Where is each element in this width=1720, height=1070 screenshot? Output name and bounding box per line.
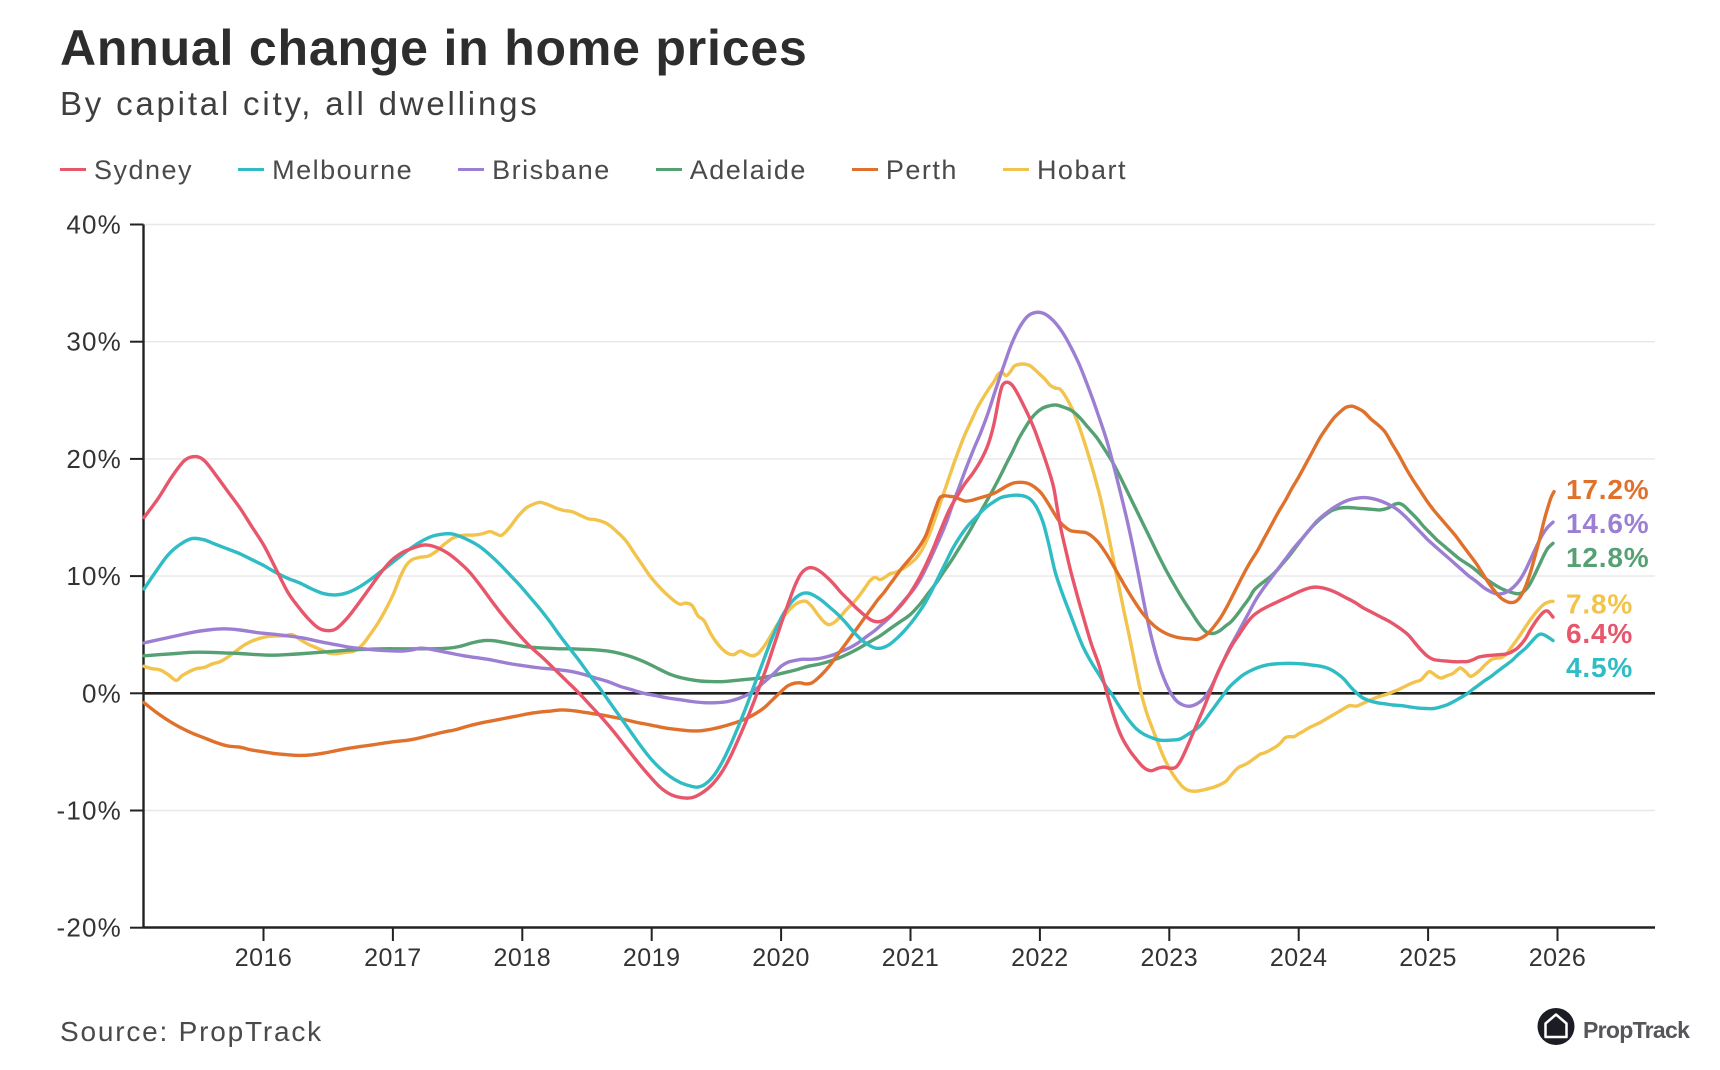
svg-text:2016: 2016 [235,944,293,972]
svg-text:2019: 2019 [623,944,681,972]
svg-text:-10%: -10% [57,796,123,826]
svg-text:17.2%: 17.2% [1566,474,1649,505]
svg-text:2023: 2023 [1140,944,1198,972]
svg-text:2025: 2025 [1399,944,1457,972]
svg-text:14.6%: 14.6% [1566,508,1649,539]
svg-text:20%: 20% [66,444,122,474]
svg-text:12.8%: 12.8% [1566,542,1649,573]
svg-text:0%: 0% [82,678,122,708]
svg-text:2022: 2022 [1011,944,1069,972]
svg-text:2020: 2020 [752,944,810,972]
svg-text:40%: 40% [66,210,122,240]
svg-text:2021: 2021 [882,944,940,972]
svg-text:10%: 10% [66,561,122,591]
svg-text:2018: 2018 [493,944,551,972]
svg-text:-20%: -20% [57,913,123,943]
svg-text:2024: 2024 [1270,944,1328,972]
svg-text:30%: 30% [66,327,122,357]
svg-text:4.5%: 4.5% [1566,652,1633,683]
svg-text:6.4%: 6.4% [1566,618,1633,649]
svg-text:2017: 2017 [364,944,422,972]
svg-text:2026: 2026 [1529,944,1587,972]
svg-text:7.8%: 7.8% [1566,589,1633,620]
